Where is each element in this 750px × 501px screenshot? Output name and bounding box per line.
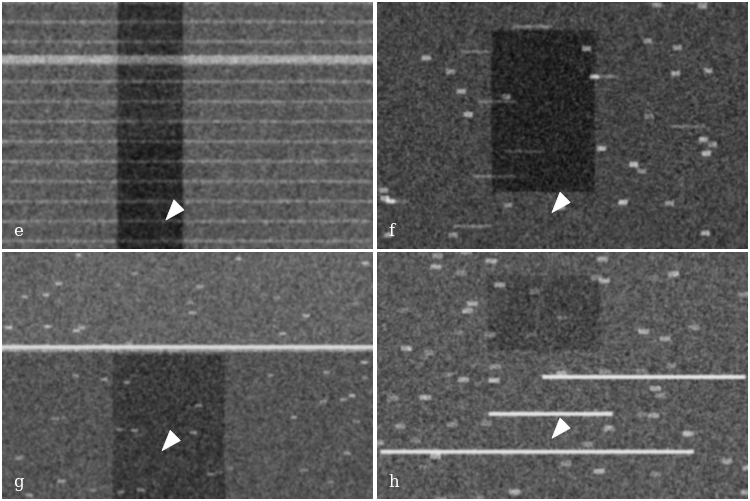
Polygon shape	[552, 192, 570, 213]
Text: f: f	[388, 223, 394, 240]
Polygon shape	[166, 200, 184, 220]
Text: e: e	[13, 223, 23, 240]
Text: h: h	[388, 473, 399, 490]
Polygon shape	[162, 430, 181, 451]
Polygon shape	[552, 418, 570, 438]
Text: g: g	[13, 473, 24, 490]
